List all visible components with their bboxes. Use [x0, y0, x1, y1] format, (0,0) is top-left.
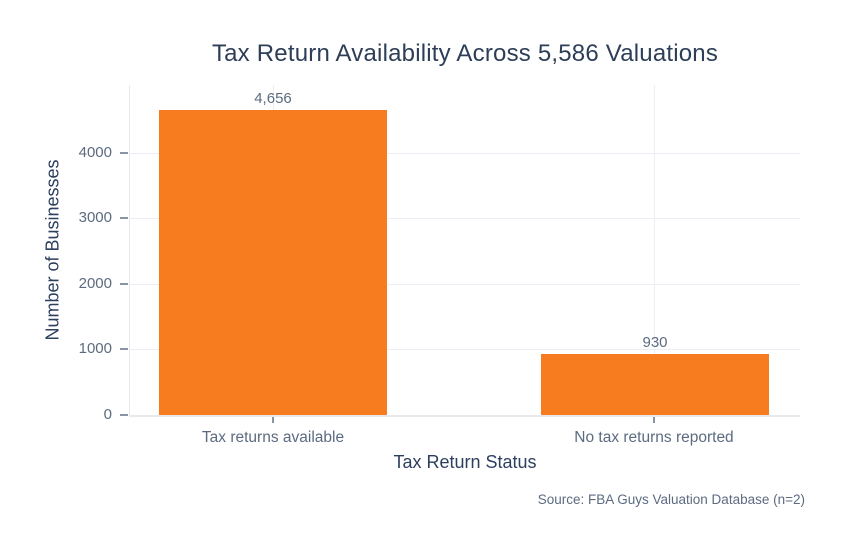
bar-no-tax-returns-reported: [541, 354, 769, 415]
h-gridline-1000: [130, 349, 800, 350]
source-note: Source: FBA Guys Valuation Database (n=2…: [537, 492, 805, 507]
plot-area: 4,656 930: [120, 85, 800, 417]
chart-title: Tax Return Availability Across 5,586 Val…: [211, 40, 719, 67]
y-axis-title: Number of Businesses: [42, 159, 63, 341]
y-tick-label-0: 0: [103, 406, 112, 423]
x-category-label-tax-returns-available: Tax returns available: [201, 429, 345, 446]
y-tick-mark-3000: [120, 217, 128, 219]
h-gridline-3000: [130, 218, 800, 219]
h-gridline-4000: [130, 153, 800, 154]
x-category-label-no-tax-returns-reported: No tax returns reported: [574, 429, 734, 446]
x-axis-title: Tax Return Status: [393, 452, 537, 472]
y-tick-mark-0: [120, 414, 128, 416]
y-tick-label-4000: 4000: [78, 144, 112, 161]
bar-value-label-no-tax-returns-reported: 930: [642, 334, 668, 351]
v-gridline-category-2: [654, 85, 655, 415]
y-tick-label-1000: 1000: [78, 340, 112, 357]
x-tick-mark-category-2: [653, 417, 655, 423]
y-tick-mark-1000: [120, 348, 128, 350]
y-tick-mark-4000: [120, 152, 128, 154]
h-gridline-2000: [130, 284, 800, 285]
y-tick-label-2000: 2000: [78, 275, 112, 292]
y-tick-label-3000: 3000: [78, 209, 112, 226]
bar-tax-returns-available: [159, 110, 387, 415]
bar-value-label-tax-returns-available: 4,656: [254, 90, 292, 107]
y-tick-mark-2000: [120, 283, 128, 285]
x-tick-mark-category-1: [272, 417, 274, 423]
